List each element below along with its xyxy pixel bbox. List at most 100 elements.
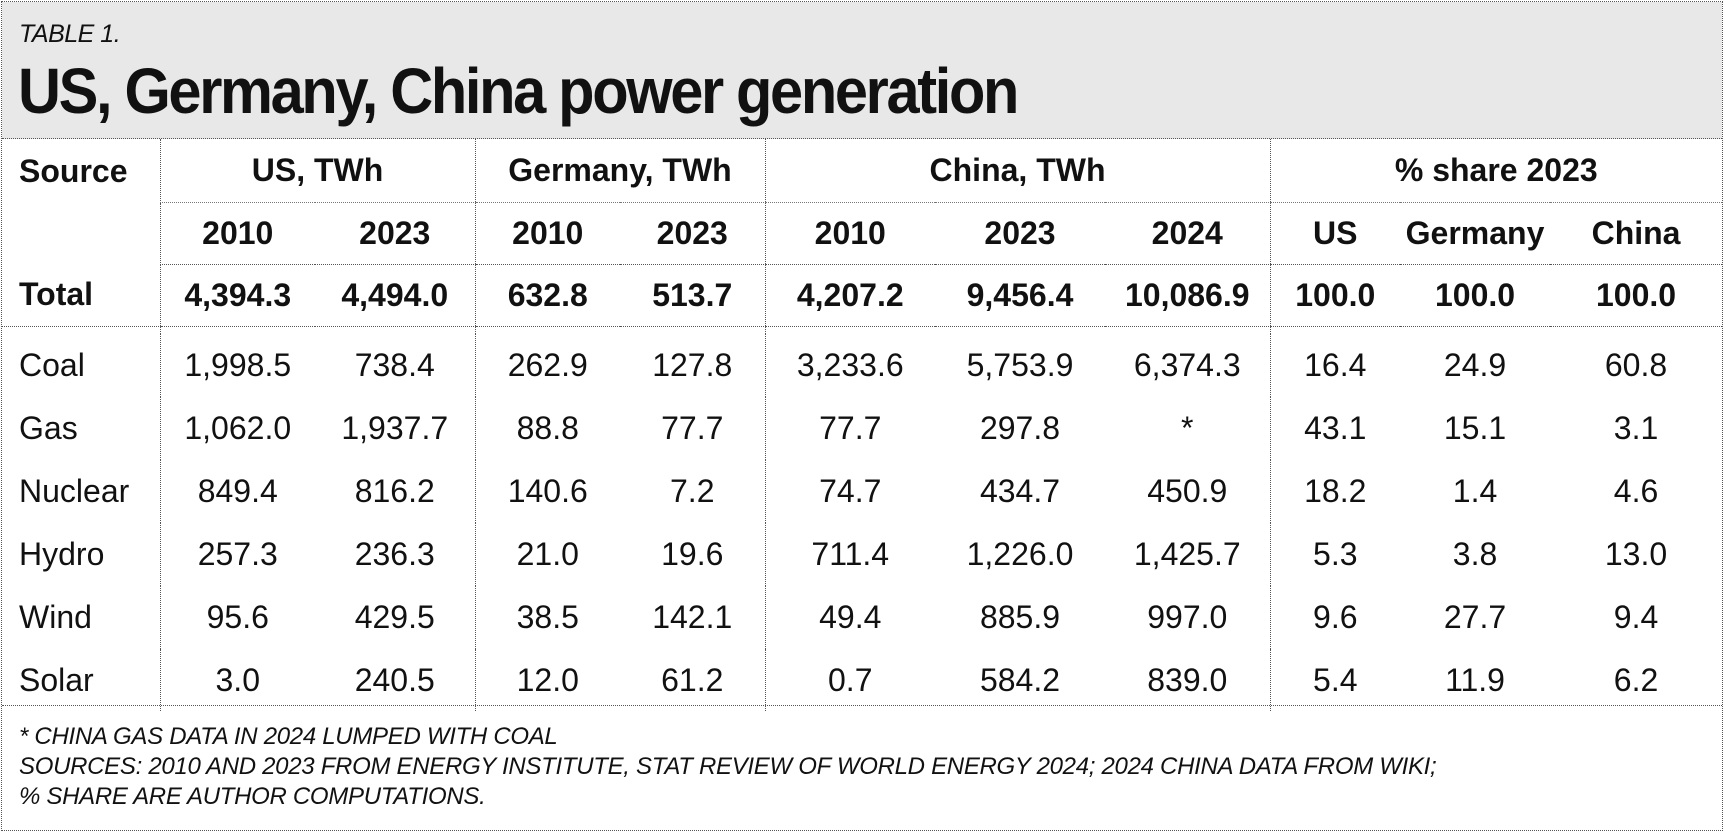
table-cell: 839.0 (1147, 661, 1228, 698)
table-cell: 885.9 (979, 599, 1061, 635)
table-cell: 5.3 (1269, 523, 1401, 586)
table-cell: 15.1 (1443, 410, 1507, 446)
table-cell: 43.1 (1269, 397, 1401, 460)
table-cell: 1,226.0 (966, 536, 1074, 572)
table-cell: 77.7 (764, 397, 935, 460)
table-cell: 4,207.2 (764, 264, 935, 327)
table-cell: 38.5 (474, 586, 620, 649)
table-cell: 738.4 (354, 347, 435, 383)
table-cell: 127.8 (652, 347, 733, 383)
table-cell: 9.6 (1269, 586, 1401, 649)
table-cell: 60.8 (1604, 347, 1668, 383)
table-cell: 4,394.3 (159, 264, 315, 327)
table-cell: 88.8 (474, 397, 620, 460)
table-cell: 10,086.9 (1105, 264, 1271, 327)
table-cell: 3.1 (1613, 410, 1659, 446)
table-cell: 3.0 (159, 649, 315, 711)
share-country-header: China (1550, 202, 1723, 265)
table-cell: 27.7 (1443, 599, 1507, 635)
table-row: Nuclear 849.4 816.2 140.6 7.2 74.7 434.7… (2, 460, 1722, 523)
row-label: Total (2, 264, 160, 327)
table-cell: 1,425.7 (1133, 536, 1241, 572)
table-cell: 24.9 (1443, 347, 1507, 383)
table-cell: 13.0 (1604, 536, 1668, 572)
table-cell: 95.6 (159, 586, 315, 649)
table-cell: 74.7 (764, 460, 935, 523)
table-cell: 142.1 (652, 599, 733, 635)
year-header: 2010 (159, 202, 315, 265)
table-cell: 584.2 (979, 661, 1061, 698)
table-cell: * (1181, 410, 1194, 446)
table-cell: 4,494.0 (315, 264, 475, 327)
year-header: 2023 (315, 202, 475, 265)
table-cell: 140.6 (474, 460, 620, 523)
table-row: Coal 1,998.5 738.4 262.9 127.8 3,233.6 5… (2, 334, 1722, 397)
table-cell: 257.3 (159, 523, 315, 586)
table-cell: 5,753.9 (966, 347, 1074, 383)
year-header: 2024 (1105, 202, 1271, 265)
table-title: US, Germany, China power generation (18, 55, 1019, 127)
group-header-germany: Germany, TWh (474, 139, 765, 203)
table-cell: 236.3 (354, 536, 435, 572)
table-cell: 16.4 (1269, 334, 1401, 397)
header-row-groups: Source US, TWh Germany, TWh China, TWh %… (2, 139, 1723, 203)
table-cell: 21.0 (474, 523, 620, 586)
group-header-us: US, TWh (159, 139, 475, 203)
table-cell: 434.7 (979, 473, 1061, 509)
table-cell: 5.4 (1269, 649, 1401, 711)
table-row: Wind 95.6 429.5 38.5 142.1 49.4 885.9 99… (2, 586, 1722, 649)
table-cell: 711.4 (764, 523, 935, 586)
header: TABLE 1. US, Germany, China power genera… (2, 2, 1722, 139)
table-cell: 1,998.5 (159, 334, 315, 397)
table-cell: 816.2 (354, 473, 435, 509)
footnote-share: % SHARE ARE AUTHOR COMPUTATIONS. (19, 783, 486, 810)
table-cell: 513.7 (620, 264, 765, 327)
row-label: Wind (19, 599, 92, 635)
table-cell: 997.0 (1147, 599, 1228, 635)
table-cell: 9.4 (1613, 599, 1659, 635)
table-cell: 6,374.3 (1133, 347, 1241, 383)
power-generation-table: Source US, TWh Germany, TWh China, TWh %… (2, 139, 1723, 711)
year-header: 2010 (474, 202, 620, 265)
table-cell: 1,937.7 (341, 410, 449, 446)
table-cell: 262.9 (474, 334, 620, 397)
header-row-years: 2010 2023 2010 2023 2010 2023 2024 US Ge… (2, 202, 1723, 265)
footnote-gas: * CHINA GAS DATA IN 2024 LUMPED WITH COA… (19, 723, 558, 750)
table-cell: 100.0 (1550, 264, 1723, 327)
table-cell: 11.9 (1445, 661, 1505, 698)
group-header-share: % share 2023 (1269, 139, 1723, 203)
table-cell: 632.8 (474, 264, 620, 327)
table-row: Gas 1,062.0 1,937.7 88.8 77.7 77.7 297.8… (2, 397, 1722, 460)
table-cell: 77.7 (661, 410, 724, 446)
table-row: Solar 3.0 240.5 12.0 61.2 0.7 584.2 839.… (2, 649, 1722, 711)
table-cell: 100.0 (1400, 264, 1551, 327)
table-cell: 7.2 (670, 473, 715, 509)
table-cell: 429.5 (354, 599, 435, 635)
row-label: Gas (19, 410, 78, 446)
table-cell: 61.2 (661, 661, 724, 698)
table-cell: 297.8 (979, 410, 1061, 446)
table-cell: 1.4 (1452, 473, 1498, 509)
table-cell: 49.4 (764, 586, 935, 649)
total-row: Total 4,394.3 4,494.0 632.8 513.7 4,207.… (2, 264, 1723, 327)
group-header-china: China, TWh (764, 139, 1271, 203)
year-header: 2023 (620, 202, 765, 265)
table-cell: 849.4 (159, 460, 315, 523)
table-row: Hydro 257.3 236.3 21.0 19.6 711.4 1,226.… (2, 523, 1722, 586)
table-cell: 100.0 (1269, 264, 1401, 327)
footnote-sources: SOURCES: 2010 AND 2023 FROM ENERGY INSTI… (19, 753, 1437, 780)
table-cell: 1,062.0 (159, 397, 315, 460)
row-label: Solar (19, 661, 94, 698)
table-cell: 19.6 (661, 536, 724, 572)
share-country-header: Germany (1400, 202, 1551, 265)
table-cell: 450.9 (1147, 473, 1228, 509)
table-cell: 3.8 (1452, 536, 1498, 572)
table-cell: 6.2 (1613, 661, 1659, 698)
table-cell: 240.5 (354, 661, 435, 698)
share-country-header: US (1269, 202, 1401, 265)
table-cell: 3,233.6 (764, 334, 935, 397)
year-header: 2023 (935, 202, 1105, 265)
row-label: Hydro (19, 536, 105, 572)
row-label: Nuclear (19, 473, 130, 509)
